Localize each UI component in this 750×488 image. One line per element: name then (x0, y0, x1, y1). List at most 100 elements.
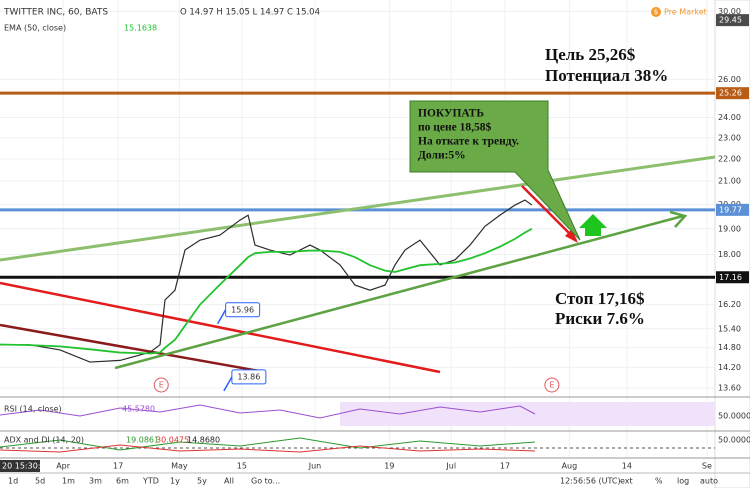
stop-note: Риски 7.6% (555, 309, 645, 328)
x-tick-label: Se (702, 462, 712, 471)
range-button[interactable]: 1d (8, 477, 18, 486)
y-tick-label: 22.00 (718, 154, 741, 163)
toolbar: 1d 5d 1m 3m 6m YTD 1y 5y All Go to... 12:56:56 (UT… (8, 477, 718, 486)
option-button[interactable]: % (655, 477, 663, 486)
adx-value: 30.0475 (156, 436, 189, 445)
adx-line (0, 444, 536, 453)
y-tick-label: 16.20 (718, 300, 741, 309)
y-tick-label: 24.00 (718, 113, 741, 122)
buy-note: Доли:5% (418, 150, 466, 162)
price-label: 17.16 (719, 273, 742, 282)
indicator: EMA (50, close) (4, 24, 66, 33)
up-arrow (579, 214, 607, 236)
trend-line (0, 281, 441, 374)
buy-note: На откате к тренду. (418, 136, 519, 148)
callout (225, 302, 261, 318)
arrow (521, 185, 577, 241)
price-label-bg (716, 14, 749, 27)
x-tick-label: Jul (445, 462, 456, 471)
symbol: TWITTER INC, 60, BATS (3, 8, 108, 18)
x-tick-label: Aug (562, 462, 578, 471)
ema-line (0, 227, 533, 355)
y-tick-label: 15.40 (718, 324, 741, 333)
event-label: E (549, 381, 554, 390)
range-button[interactable]: 5y (197, 477, 207, 486)
price-label-bg (716, 87, 749, 100)
trend-line (0, 323, 266, 374)
price-label: 25.26 (719, 89, 742, 98)
callout-tail (216, 309, 227, 325)
pre-market-icon (651, 7, 661, 17)
target-note: Потенциал 38% (545, 66, 668, 85)
x-tick-label: Jun (308, 462, 322, 471)
y-tick-label: 23.00 (718, 133, 741, 142)
callout-tail (223, 376, 233, 392)
price-label: 29.45 (719, 16, 742, 25)
option-button[interactable]: ext (620, 477, 633, 486)
range-button[interactable]: 5d (35, 477, 45, 486)
adx-value: 19.0861 (126, 436, 159, 445)
buy-note: ПОКУПАТЬ (418, 108, 484, 120)
range-button[interactable]: YTD (142, 477, 159, 486)
x-tick-label: 19 (384, 462, 394, 471)
pre-market[interactable]: Pre Market (664, 8, 707, 17)
arrow-head (669, 210, 688, 228)
price-label-bg (716, 203, 749, 216)
y-tick-label: 14.80 (718, 343, 741, 352)
y-tick-label: 30.00 (718, 7, 741, 16)
callout-label: 15.96 (231, 305, 254, 314)
event[interactable] (153, 377, 169, 393)
y-tick-label: 14.20 (718, 363, 741, 372)
adx-line (0, 437, 536, 451)
callout-label: 13.86 (237, 372, 260, 381)
buy-bubble (409, 100, 581, 241)
option-button[interactable]: log (677, 477, 689, 486)
adx-level: 50.0000 (718, 436, 750, 445)
y-tick-label: 13.60 (718, 383, 741, 392)
trend-line (114, 214, 684, 370)
indicator-value: 15.1638 (124, 24, 157, 33)
goto-button[interactable]: Go to... (251, 477, 280, 486)
x-tick-label: 17 (500, 462, 510, 471)
range-button[interactable]: All (224, 477, 234, 486)
x-tick-label: 15 (237, 462, 247, 471)
series-layer: 15.96 13.86 E E (0, 199, 560, 393)
x-tick-label: May (171, 462, 188, 471)
rsi-line (0, 404, 536, 419)
price-label: 19.77 (719, 205, 742, 214)
ohlc: O 14.97 H 15.05 L 14.97 C 15.04 (180, 8, 320, 18)
adx-title: ADX and DI (14, 20) (4, 436, 84, 445)
price-axis (714, 0, 750, 488)
callout (231, 369, 267, 385)
x-tick-label: 17 (113, 462, 123, 471)
pre-market-icon-text: $ (654, 8, 658, 16)
rsi-level: 50.0000 (718, 412, 750, 421)
x-tick-label: Apr (56, 462, 71, 471)
time-corner-bg (0, 460, 40, 472)
x-tick-label: 14 (622, 462, 632, 471)
clock: 12:56:56 (UTC) (560, 477, 621, 486)
rsi-value: 45.5780 (122, 405, 155, 414)
stop-note: Стоп 17,16$ (555, 289, 645, 308)
trend-line (0, 155, 716, 262)
adx-value: 14.8680 (187, 436, 220, 445)
range-button[interactable]: 3m (89, 477, 102, 486)
event-label: E (159, 381, 164, 390)
time-corner: 20 15:30:00 (2, 462, 51, 471)
arrow-head (565, 229, 578, 243)
range-button[interactable]: 6m (116, 477, 129, 486)
range-button[interactable]: 1m (62, 477, 75, 486)
option-button[interactable]: auto (700, 477, 718, 486)
target-note: Цель 25,26$ (545, 45, 636, 64)
y-tick-label: 26.00 (718, 75, 741, 84)
y-tick-label: 19.00 (718, 224, 741, 233)
y-tick-label: 21.00 (718, 177, 741, 186)
grid (0, 0, 715, 458)
range-button[interactable]: 1y (170, 477, 180, 486)
rsi-title: RSI (14, close) (4, 405, 62, 414)
price-label-bg (716, 271, 749, 284)
y-tick-label: 18.00 (718, 250, 741, 259)
event[interactable] (544, 377, 560, 393)
price-line (0, 199, 533, 363)
